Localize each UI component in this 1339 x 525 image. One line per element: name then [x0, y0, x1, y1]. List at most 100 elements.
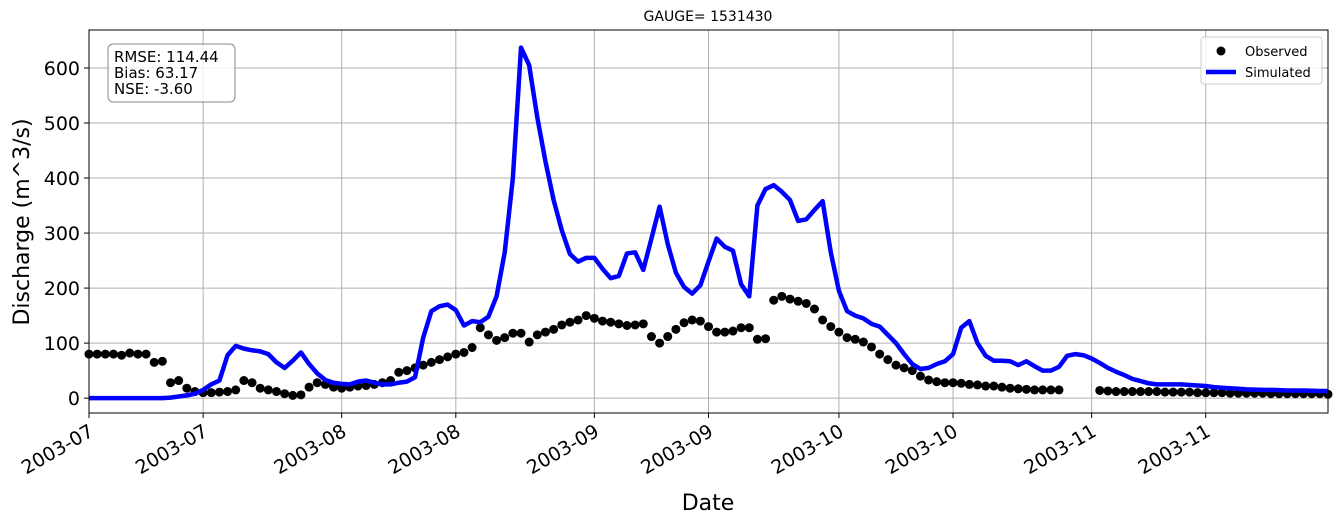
observed-point [899, 363, 909, 373]
observed-point [826, 322, 836, 332]
observed-point [125, 348, 135, 358]
x-tick-label: 2003-10 [768, 420, 848, 479]
observed-point [565, 317, 575, 327]
observed-point [271, 387, 281, 397]
observed-point [834, 327, 844, 337]
observed-point [646, 332, 656, 342]
observed-point [231, 385, 241, 395]
observed-point [532, 330, 542, 340]
observed-point [394, 367, 404, 377]
observed-point [288, 390, 298, 400]
observed-point [704, 322, 713, 332]
observed-point [744, 323, 754, 333]
observed-point [304, 382, 314, 392]
observed-point [108, 349, 118, 359]
observed-point [296, 390, 306, 400]
observed-point [956, 378, 966, 388]
simulated-line [89, 45, 1328, 401]
observed-point [117, 350, 127, 360]
observed-point [769, 295, 779, 305]
observed-point [638, 319, 648, 329]
observed-point [712, 327, 722, 337]
observed-point [549, 324, 559, 334]
observed-point [1103, 386, 1113, 396]
observed-point [1225, 388, 1235, 398]
observed-point [239, 376, 249, 386]
observed-point [92, 349, 102, 359]
observed-point [655, 338, 665, 348]
observed-point [606, 317, 616, 327]
observed-point [1030, 385, 1040, 395]
observed-point [1119, 387, 1129, 397]
y-tick-label: 100 [44, 333, 80, 355]
observed-point [182, 383, 192, 393]
observed-point [516, 328, 526, 338]
observed-point [997, 382, 1007, 392]
observed-point [1144, 387, 1154, 397]
observed-point [1217, 388, 1227, 398]
observed-point [858, 337, 868, 347]
observed-point [809, 304, 819, 314]
observed-point [948, 378, 958, 388]
observed-point [1013, 384, 1023, 394]
x-tick-label: 2003-09 [523, 420, 603, 479]
observed-point [1201, 388, 1211, 398]
observed-point [850, 334, 860, 344]
observed-point [443, 352, 453, 362]
observed-point [508, 328, 518, 338]
y-tick-label: 300 [44, 223, 80, 245]
observed-point [981, 381, 991, 391]
observed-point [736, 323, 746, 333]
observed-point [451, 349, 461, 359]
observed-point [1054, 385, 1064, 395]
chart-title: GAUGE= 1531430 [644, 9, 773, 25]
observed-point [1021, 384, 1031, 394]
observed-point [801, 298, 811, 308]
legend-label: Observed [1245, 45, 1308, 60]
legend-label: Simulated [1245, 66, 1311, 81]
observed-point [1127, 387, 1137, 397]
observed-point [459, 347, 469, 357]
observed-point [1209, 388, 1219, 398]
legend-marker [1216, 46, 1226, 56]
y-tick-label: 0 [68, 388, 80, 410]
observed-point [149, 357, 159, 367]
observed-point [818, 315, 828, 325]
observed-point [622, 321, 632, 331]
annotation-text: RMSE: 114.44 [114, 48, 219, 66]
y-tick-label: 400 [44, 168, 80, 190]
observed-point [1193, 388, 1203, 398]
observed-point [540, 327, 550, 337]
observed-point [1111, 387, 1121, 397]
observed-point [500, 333, 510, 343]
observed-point [663, 332, 673, 342]
observed-point [1136, 387, 1146, 397]
observed-point [573, 315, 583, 325]
observed-point [280, 389, 290, 399]
observed-point [524, 337, 534, 347]
observed-point [630, 320, 640, 330]
annotation-text: NSE: -3.60 [114, 80, 193, 98]
observed-point [614, 319, 624, 329]
observed-point [223, 387, 233, 397]
observed-point [483, 330, 493, 340]
observed-point [255, 383, 265, 393]
observed-point [940, 378, 950, 388]
observed-point [166, 378, 176, 388]
observed-point [687, 315, 697, 325]
observed-point [777, 291, 787, 301]
observed-point [883, 355, 893, 365]
observed-point [964, 379, 974, 389]
observed-point [679, 318, 689, 328]
x-tick-label: 2003-11 [1134, 420, 1214, 479]
observed-point [891, 360, 901, 370]
x-tick-label: 2003-09 [637, 420, 717, 479]
observed-point [100, 349, 110, 359]
annotation-box [107, 43, 236, 103]
observed-point [761, 334, 771, 344]
x-tick-label: 2003-08 [385, 420, 465, 479]
observed-point [492, 335, 502, 345]
annotation-text: Bias: 63.17 [114, 64, 198, 82]
observed-point [247, 378, 257, 388]
